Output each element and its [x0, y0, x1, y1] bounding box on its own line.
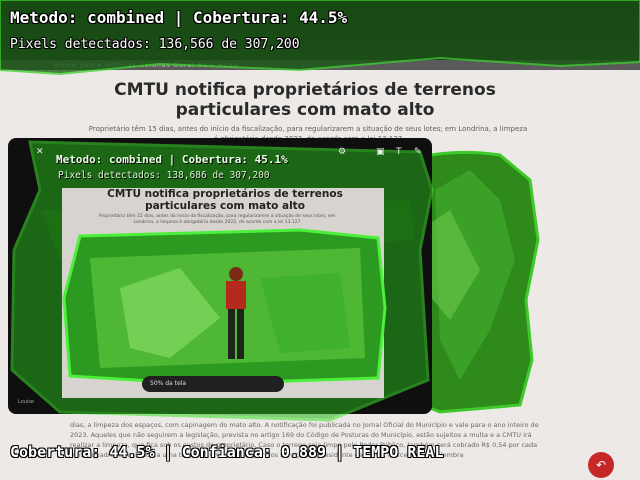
inner-article-lead: Proprietário têm 15 dias, antes do iníci… — [98, 214, 336, 225]
top-band-mask — [0, 0, 640, 76]
person-figure — [226, 267, 246, 359]
inner-pixels-label: Pixels detectados: 138,686 de 307,200 — [58, 170, 270, 181]
phone-caption: Louise — [18, 399, 34, 405]
right-vegetation-mask — [408, 150, 540, 414]
inner-method-label: Metodo: combined | Cobertura: 45.1% — [56, 153, 288, 166]
coverage-confidence-label: Cobertura: 44.5% | Confianca: 0.889 | TE… — [10, 443, 444, 461]
article-body: dias, a limpeza dos espaços, com capinag… — [70, 421, 539, 459]
method-coverage-label: Metodo: combined | Cobertura: 44.5% — [10, 8, 348, 27]
close-icon[interactable]: ✕ — [36, 147, 44, 157]
article-title: CMTU notifica proprietários de terrenos … — [114, 80, 496, 120]
inner-article-title: CMTU notifica proprietários de terrenos … — [107, 188, 343, 212]
grass-photo-mask — [62, 228, 387, 386]
screen-size-button[interactable]: 50% da tela — [142, 376, 284, 392]
detected-pixels-label: Pixels detectados: 136,566 de 307,200 — [10, 37, 300, 52]
gear-icon[interactable]: ⚙ — [338, 147, 347, 157]
pencil-icon[interactable]: ✎ — [414, 147, 422, 157]
crop-icon[interactable]: ▣ — [376, 147, 385, 157]
undo-icon[interactable]: ↶ — [588, 452, 614, 478]
text-icon[interactable]: T — [396, 147, 402, 157]
